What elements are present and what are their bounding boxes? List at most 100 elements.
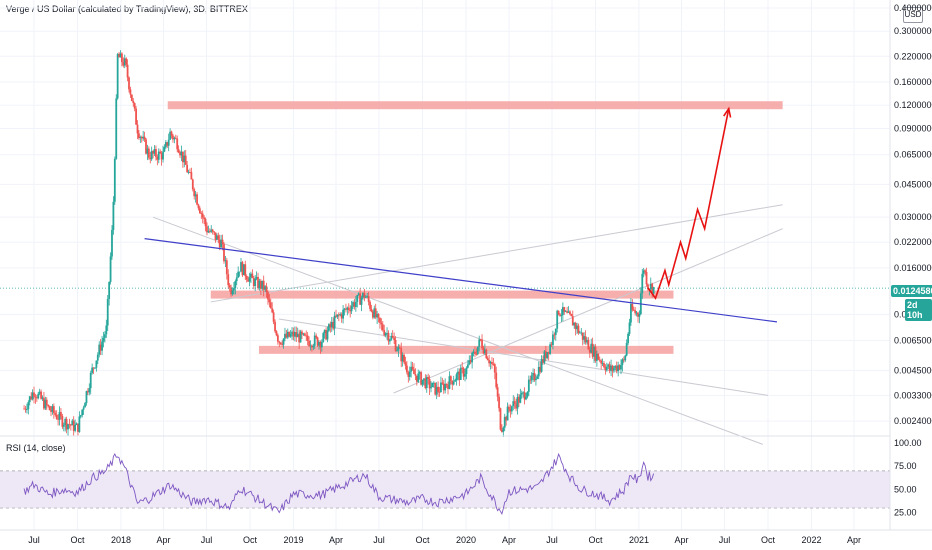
candle-body — [91, 367, 94, 373]
price-tick-label: 0.00650000 — [894, 336, 932, 346]
candle-body — [423, 378, 425, 380]
candle-body — [299, 331, 302, 343]
candle-body — [272, 312, 275, 322]
candle-body — [613, 368, 615, 371]
channel-line — [393, 228, 783, 394]
candle-body — [112, 201, 115, 230]
trendline — [144, 238, 778, 323]
rsi-tick-label: 50.00 — [894, 484, 917, 494]
candle-body — [193, 189, 196, 197]
candle-body — [96, 354, 99, 361]
candle-body — [405, 365, 408, 373]
candle-body — [394, 339, 397, 351]
candle-body — [576, 325, 578, 330]
candle-body — [223, 244, 225, 262]
candle-body — [611, 365, 614, 371]
candle-body — [401, 354, 404, 362]
candle-body — [231, 290, 234, 295]
candle-body — [631, 303, 634, 310]
candle-body — [499, 408, 502, 430]
candle-body — [462, 368, 465, 377]
candle-body — [172, 135, 174, 140]
candle-body — [500, 429, 503, 432]
candle-body — [143, 136, 146, 140]
candle-body — [52, 406, 55, 414]
candle-body — [225, 260, 228, 275]
candle-body — [326, 330, 329, 340]
candle-body — [424, 378, 427, 389]
candle-body — [345, 308, 347, 310]
channel-line — [210, 204, 783, 303]
candle-body — [632, 309, 635, 311]
candle-body — [435, 386, 438, 395]
time-tick-label: 2021 — [629, 535, 649, 545]
candle-body — [415, 375, 418, 382]
candle-body — [339, 314, 342, 316]
candle-body — [268, 299, 271, 303]
candle-body — [449, 376, 452, 381]
candle-body — [346, 307, 349, 310]
candle-body — [288, 331, 291, 337]
candle-body — [350, 306, 353, 312]
candle-body — [292, 331, 295, 337]
candle-body — [79, 415, 82, 417]
candle-body — [595, 353, 598, 361]
candle-body — [498, 396, 500, 409]
candle-body — [540, 359, 543, 372]
candle-body — [106, 299, 109, 326]
candle-body — [259, 280, 262, 289]
candle-body — [85, 391, 88, 404]
candle-body — [245, 276, 248, 280]
candle-body — [452, 381, 455, 385]
candle-body — [108, 281, 111, 300]
candle-body — [125, 58, 128, 65]
candle-body — [403, 354, 405, 363]
candle-body — [472, 351, 475, 353]
candle-body — [644, 270, 647, 272]
candle-body — [238, 271, 241, 273]
candle-body — [132, 100, 135, 104]
candle-body — [121, 53, 123, 63]
candle-body — [309, 345, 312, 347]
zone-band — [210, 290, 674, 299]
candle-body — [61, 415, 64, 427]
candle-body — [369, 301, 371, 309]
currency-button[interactable]: USD — [903, 7, 923, 23]
candle-body — [386, 332, 388, 334]
price-tick-label: 0.01600000 — [894, 263, 932, 273]
candle-body — [489, 361, 492, 364]
candle-body — [570, 314, 573, 317]
candle-body — [550, 344, 553, 346]
candle-body — [276, 335, 279, 342]
candle-body — [38, 391, 41, 394]
time-tick-label: Jul — [28, 535, 40, 545]
candle-body — [583, 336, 586, 340]
candle-body — [211, 229, 214, 232]
candle-body — [390, 335, 393, 340]
candle-body — [145, 139, 147, 154]
candle-body — [448, 376, 451, 389]
candle-body — [123, 58, 126, 66]
zone-band — [258, 345, 674, 354]
candle-body — [610, 365, 612, 371]
candle-body — [186, 164, 189, 173]
candle-body — [94, 367, 96, 369]
candle-body — [638, 314, 641, 317]
candle-body — [630, 303, 632, 323]
candle-body — [133, 103, 136, 109]
candle-body — [311, 345, 313, 348]
candle-body — [457, 371, 459, 375]
rsi-line — [23, 452, 655, 515]
candle-body — [235, 277, 238, 282]
price-tick-label: 0.40000000 — [894, 3, 932, 13]
time-tick-label: Oct — [588, 535, 603, 545]
candle-body — [532, 373, 534, 376]
candle-body — [557, 310, 560, 315]
candle-body — [150, 151, 153, 160]
candle-body — [425, 377, 428, 389]
candle-body — [376, 313, 379, 318]
candle-body — [167, 139, 170, 146]
candle-body — [234, 281, 237, 289]
candle-body — [278, 341, 281, 343]
